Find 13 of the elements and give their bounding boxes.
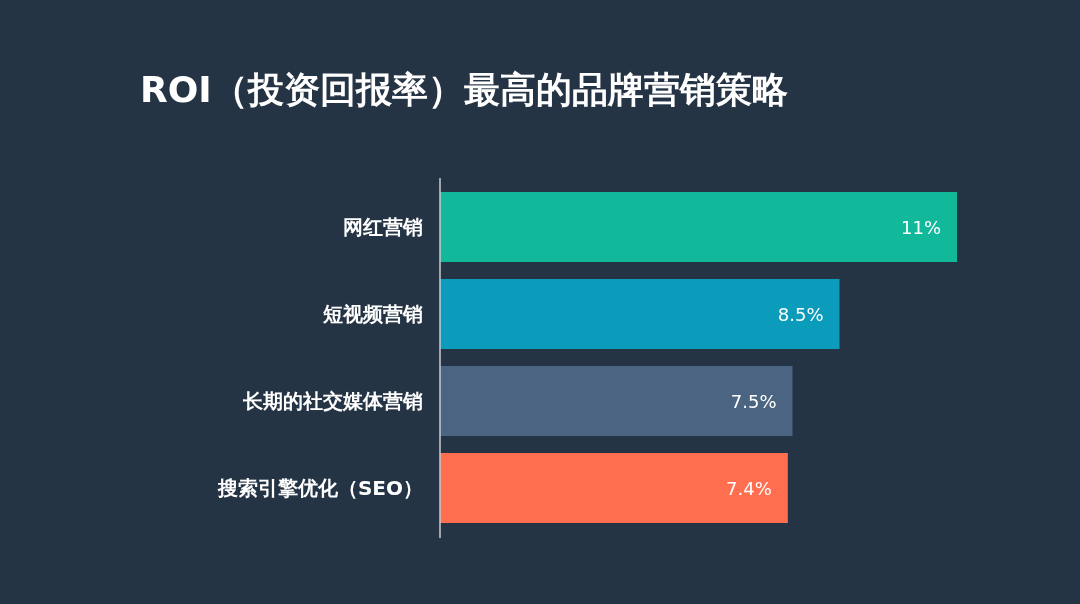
bar xyxy=(440,192,957,262)
chart-title: ROI（投资回报率）最高的品牌营销策略 xyxy=(140,69,788,110)
data-label: 7.5% xyxy=(730,391,777,412)
bar xyxy=(440,366,793,436)
data-label: 8.5% xyxy=(777,304,824,325)
y-tick-label: 短视频营销 xyxy=(322,302,423,326)
y-tick-label: 网红营销 xyxy=(343,215,423,239)
y-tick-label: 搜索引擎优化（SEO） xyxy=(216,476,423,500)
bar xyxy=(440,279,840,349)
data-label: 7.4% xyxy=(726,478,772,499)
data-label: 11% xyxy=(900,217,941,238)
y-tick-label: 长期的社交媒体营销 xyxy=(242,389,423,413)
bar xyxy=(440,453,788,523)
